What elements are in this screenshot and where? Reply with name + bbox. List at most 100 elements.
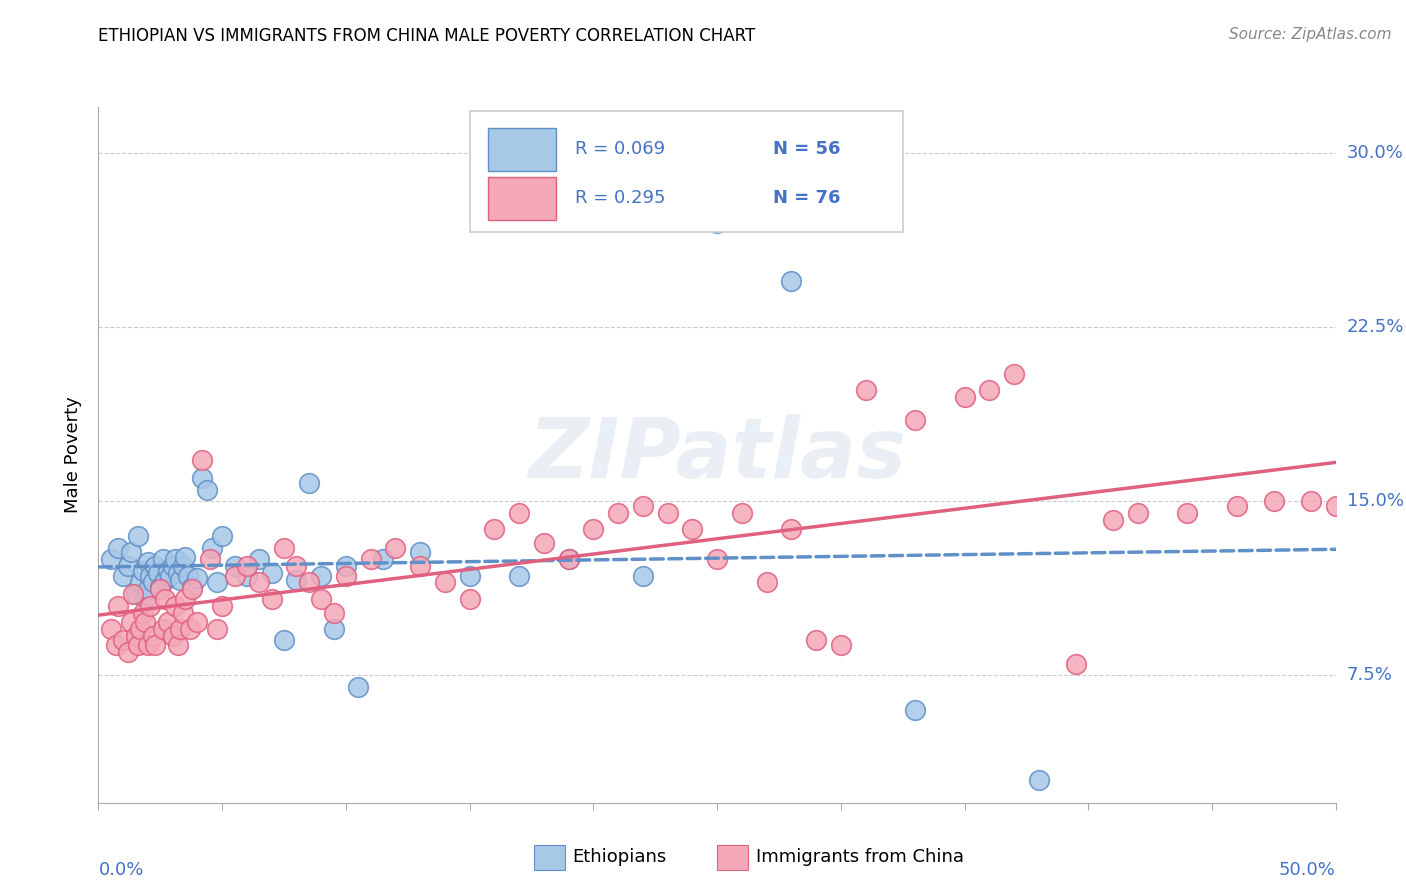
Point bbox=[904, 413, 927, 427]
Point bbox=[335, 559, 357, 574]
Text: ZIPatlas: ZIPatlas bbox=[529, 415, 905, 495]
FancyBboxPatch shape bbox=[488, 128, 557, 171]
Point bbox=[162, 629, 184, 643]
Point bbox=[179, 622, 201, 636]
Point bbox=[409, 545, 432, 559]
Point bbox=[143, 638, 166, 652]
Text: Ethiopians: Ethiopians bbox=[572, 848, 666, 866]
Text: 30.0%: 30.0% bbox=[1347, 145, 1403, 162]
Point bbox=[174, 549, 197, 564]
Point bbox=[322, 622, 344, 636]
Point bbox=[107, 599, 129, 613]
Point bbox=[607, 506, 630, 520]
Text: R = 0.295: R = 0.295 bbox=[575, 189, 665, 207]
Point bbox=[855, 383, 877, 397]
Point bbox=[433, 575, 456, 590]
Point bbox=[409, 559, 432, 574]
Point bbox=[631, 568, 654, 582]
Point bbox=[120, 615, 142, 629]
Point bbox=[360, 552, 382, 566]
Point bbox=[1028, 772, 1050, 787]
Text: 50.0%: 50.0% bbox=[1279, 861, 1336, 879]
Point bbox=[143, 559, 166, 574]
Point bbox=[371, 552, 394, 566]
Point bbox=[142, 575, 165, 590]
Point bbox=[112, 568, 135, 582]
Point bbox=[205, 622, 228, 636]
FancyBboxPatch shape bbox=[488, 177, 557, 219]
Text: 0.0%: 0.0% bbox=[98, 861, 143, 879]
Point bbox=[134, 615, 156, 629]
Text: 22.5%: 22.5% bbox=[1347, 318, 1405, 336]
Point bbox=[1263, 494, 1285, 508]
Point bbox=[136, 638, 159, 652]
Point bbox=[127, 529, 149, 543]
Point bbox=[384, 541, 406, 555]
Point bbox=[557, 552, 579, 566]
Point bbox=[557, 552, 579, 566]
Point bbox=[149, 580, 172, 594]
Point bbox=[117, 645, 139, 659]
Point bbox=[979, 383, 1001, 397]
Point bbox=[1299, 494, 1322, 508]
Point bbox=[162, 559, 184, 574]
Text: 7.5%: 7.5% bbox=[1347, 666, 1393, 684]
Point bbox=[780, 522, 803, 536]
Point bbox=[172, 606, 194, 620]
Point bbox=[166, 638, 188, 652]
Point bbox=[104, 638, 127, 652]
Text: Immigrants from China: Immigrants from China bbox=[756, 848, 965, 866]
Point bbox=[458, 591, 481, 606]
Point bbox=[201, 541, 224, 555]
Point bbox=[174, 591, 197, 606]
Point bbox=[335, 568, 357, 582]
Point bbox=[1226, 499, 1249, 513]
Text: N = 76: N = 76 bbox=[773, 189, 841, 207]
Point bbox=[247, 575, 270, 590]
Point bbox=[156, 615, 179, 629]
Point bbox=[804, 633, 827, 648]
Point bbox=[260, 566, 283, 581]
Point bbox=[298, 475, 321, 490]
Point bbox=[309, 568, 332, 582]
Point bbox=[186, 571, 208, 585]
Point bbox=[285, 559, 308, 574]
Point bbox=[273, 633, 295, 648]
Y-axis label: Male Poverty: Male Poverty bbox=[65, 397, 83, 513]
Point bbox=[107, 541, 129, 555]
Text: ETHIOPIAN VS IMMIGRANTS FROM CHINA MALE POVERTY CORRELATION CHART: ETHIOPIAN VS IMMIGRANTS FROM CHINA MALE … bbox=[98, 27, 755, 45]
Text: N = 56: N = 56 bbox=[773, 140, 841, 159]
Point bbox=[152, 552, 174, 566]
Point bbox=[169, 622, 191, 636]
Point bbox=[285, 573, 308, 587]
Point bbox=[155, 591, 177, 606]
Point bbox=[211, 529, 233, 543]
Point bbox=[706, 552, 728, 566]
Point bbox=[191, 452, 214, 467]
Point bbox=[127, 638, 149, 652]
Point bbox=[582, 522, 605, 536]
Point bbox=[166, 566, 188, 581]
Point bbox=[195, 483, 218, 497]
Point bbox=[780, 274, 803, 288]
Text: R = 0.069: R = 0.069 bbox=[575, 140, 665, 159]
Point bbox=[152, 622, 174, 636]
Text: Source: ZipAtlas.com: Source: ZipAtlas.com bbox=[1229, 27, 1392, 42]
Point bbox=[112, 633, 135, 648]
Point bbox=[149, 582, 172, 597]
Point bbox=[236, 559, 259, 574]
Point bbox=[273, 541, 295, 555]
Point bbox=[159, 568, 181, 582]
Point bbox=[508, 506, 530, 520]
Point bbox=[1002, 367, 1025, 381]
Point bbox=[120, 545, 142, 559]
Point bbox=[247, 552, 270, 566]
Point bbox=[731, 506, 754, 520]
Point bbox=[165, 552, 187, 566]
Point bbox=[755, 575, 778, 590]
Point bbox=[176, 568, 198, 582]
Point bbox=[236, 568, 259, 582]
Text: 15.0%: 15.0% bbox=[1347, 492, 1403, 510]
Point bbox=[1324, 499, 1347, 513]
Point bbox=[132, 564, 155, 578]
